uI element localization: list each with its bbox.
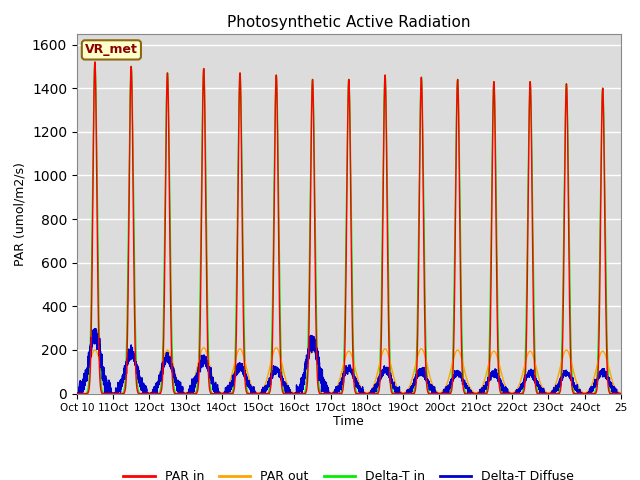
Legend: PAR in, PAR out, Delta-T in, Delta-T Diffuse: PAR in, PAR out, Delta-T in, Delta-T Dif… <box>118 465 579 480</box>
Text: VR_met: VR_met <box>85 43 138 56</box>
Y-axis label: PAR (umol/m2/s): PAR (umol/m2/s) <box>13 162 26 265</box>
Title: Photosynthetic Active Radiation: Photosynthetic Active Radiation <box>227 15 470 30</box>
X-axis label: Time: Time <box>333 415 364 428</box>
